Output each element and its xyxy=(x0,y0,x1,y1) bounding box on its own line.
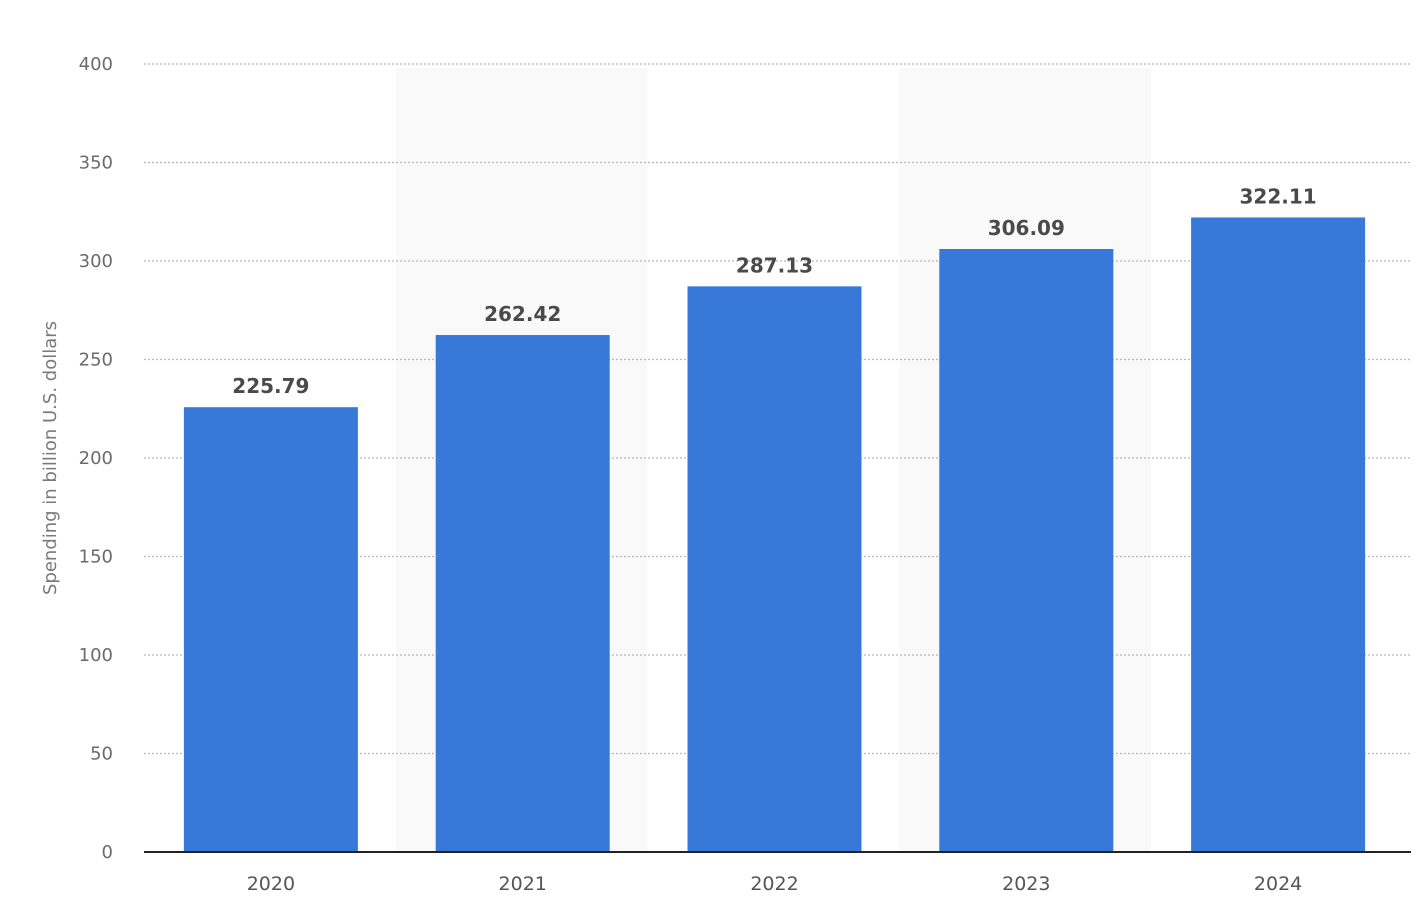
bar-value-label: 262.42 xyxy=(484,302,561,326)
bar xyxy=(435,335,610,852)
value-labels: 225.79 262.42 287.13 306.09 322.11 xyxy=(232,184,1316,398)
x-category-label: 2021 xyxy=(499,873,547,895)
y-axis-title: Spending in billion U.S. dollars xyxy=(40,321,61,595)
y-tick-label: 50 xyxy=(90,744,113,765)
x-category-label: 2020 xyxy=(247,873,295,895)
y-tick-label: 200 xyxy=(79,448,113,469)
y-axis-ticks: 0 50 100 150 200 250 300 350 400 xyxy=(79,54,113,863)
y-tick-label: 100 xyxy=(79,645,113,666)
bar xyxy=(1191,217,1366,852)
bar xyxy=(687,286,862,853)
y-tick-label: 250 xyxy=(79,350,113,371)
x-category-label: 2022 xyxy=(750,873,798,895)
bar-value-label: 322.11 xyxy=(1240,184,1317,208)
x-category-label: 2024 xyxy=(1254,873,1302,895)
bar-value-label: 306.09 xyxy=(988,216,1065,240)
bar-value-label: 225.79 xyxy=(232,374,309,398)
y-tick-label: 300 xyxy=(79,251,113,272)
y-tick-label: 150 xyxy=(79,547,113,568)
y-tick-label: 350 xyxy=(79,153,113,174)
bar-value-label: 287.13 xyxy=(736,253,813,277)
x-category-label: 2023 xyxy=(1002,873,1050,895)
bar xyxy=(939,249,1114,853)
bar xyxy=(183,407,358,852)
y-tick-label: 400 xyxy=(79,54,113,75)
y-tick-label: 0 xyxy=(102,842,113,863)
x-axis-labels: 2020 2021 2022 2023 2024 xyxy=(247,873,1303,895)
bars xyxy=(183,217,1366,853)
